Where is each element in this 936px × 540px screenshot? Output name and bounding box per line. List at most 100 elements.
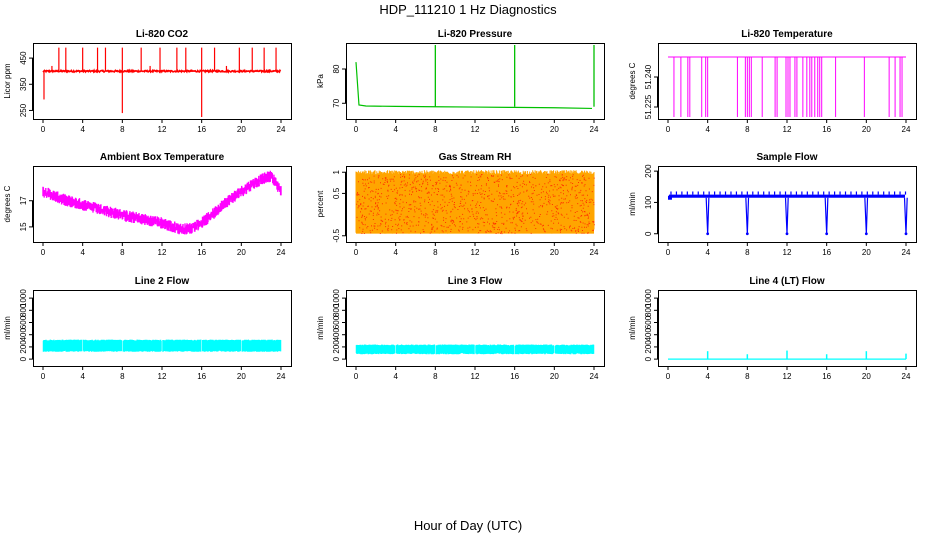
panel-title: Line 3 Flow [448,276,503,287]
x-tick-label: 8 [433,372,438,381]
figure-title: HDP_111210 1 Hz Diagnostics [379,2,557,17]
data-dip [864,197,869,234]
y-tick-label: 1000 [332,289,341,307]
panel-frame [33,43,292,120]
y-tick-label: 400 [332,327,341,341]
panel-5: Gas Stream RH percent 0 4 8 12 16 20 24 -0.5 0.5 1 [316,152,605,257]
y-tick-label: 800 [644,303,653,317]
plot-area [42,47,282,117]
data-dip [705,197,710,234]
data-series [42,170,282,235]
x-tick-label: 12 [783,372,792,381]
data-points [356,173,595,235]
y-tick-label: 0.5 [332,187,341,199]
data-point [825,232,829,236]
data-dip [903,197,908,234]
x-tick-label: 24 [277,372,286,381]
plot-area [668,56,906,117]
x-tick-label: 12 [471,248,480,257]
x-tick-label: 20 [550,125,559,134]
data-point [785,232,789,236]
data-dip [784,197,789,234]
x-tick-label: 0 [41,372,46,381]
x-tick-label: 20 [862,372,871,381]
x-tick-label: 0 [666,372,671,381]
panel-frame [346,290,605,367]
x-tick-label: 16 [822,248,831,257]
panel-frame [346,43,605,120]
panel-title: Ambient Box Temperature [100,152,225,163]
panel-2: Li-820 Pressure kPa 0 4 8 12 16 20 24 70 80 [316,29,605,134]
y-tick-label: 600 [332,315,341,329]
x-tick-label: 8 [745,125,750,134]
data-point [706,232,710,236]
x-tick-label: 8 [120,372,125,381]
y-tick-label: 200 [19,340,28,354]
panel-frame [33,290,292,367]
y-tick-label: 0 [644,356,653,361]
data-series [42,339,282,352]
x-tick-label: 20 [237,372,246,381]
y-tick-label: 800 [19,303,28,317]
plot-area [668,191,908,236]
x-tick-label: 12 [158,248,167,257]
x-tick-label: 20 [862,125,871,134]
panel-frame [33,166,292,243]
x-tick-label: 16 [510,125,519,134]
x-tick-label: 20 [550,372,559,381]
plot-area [668,350,907,360]
x-tick-label: 8 [433,248,438,257]
panel-title: Gas Stream RH [439,152,512,163]
y-tick-label: 51.240 [644,64,653,89]
x-tick-label: 20 [237,248,246,257]
plot-area [42,339,282,352]
data-point [745,232,749,236]
y-tick-label: 51.225 [644,94,653,119]
panel-frame [658,43,917,120]
y-tick-label: 600 [19,315,28,329]
x-tick-label: 12 [783,125,792,134]
x-tick-label: 4 [393,125,398,134]
x-tick-label: 20 [550,248,559,257]
x-tick-label: 8 [745,248,750,257]
y-tick-label: 0 [644,231,653,236]
plot-area [42,170,282,235]
x-tick-label: 16 [197,125,206,134]
data-series [355,344,595,355]
panel-6: Sample Flow ml/min 0 4 8 12 16 20 24 0 100 200 [628,152,917,257]
panel-title: Li-820 CO2 [136,29,189,40]
x-tick-label: 4 [705,248,710,257]
x-tick-label: 12 [471,372,480,381]
y-tick-label: 100 [644,195,653,209]
x-tick-label: 4 [705,125,710,134]
x-tick-label: 0 [354,248,359,257]
y-tick-label: 0 [332,356,341,361]
x-tick-label: 4 [705,372,710,381]
y-tick-label: 1 [332,169,341,174]
x-tick-label: 0 [666,248,671,257]
panel-1: Li-820 CO2 Licor ppm 0 4 8 12 16 20 24 250 350 450 [3,29,292,134]
y-tick-label: 600 [644,315,653,329]
x-tick-label: 16 [197,248,206,257]
plot-area [355,344,595,355]
y-tick-label: 450 [19,51,28,65]
data-series [355,62,593,110]
x-tick-label: 24 [902,372,911,381]
x-tick-label: 0 [354,372,359,381]
panel-frame [658,166,917,243]
x-tick-label: 8 [120,248,125,257]
panel-title: Sample Flow [756,152,817,163]
y-tick-label: -0.5 [332,228,341,242]
y-tick-label: 17 [19,196,28,205]
panel-4: Ambient Box Temperature degrees C 0 4 8 12 16 2… [3,152,292,257]
y-tick-label: 80 [332,64,341,73]
x-tick-label: 24 [590,372,599,381]
x-tick-label: 16 [822,125,831,134]
x-tick-label: 12 [783,248,792,257]
panel-8: Line 3 Flow ml/min 0 4 8 12 16 20 24 0 20040060080… [316,276,605,381]
panel-frame [658,290,917,367]
panel-title: Line 2 Flow [135,276,190,287]
x-tick-label: 12 [158,372,167,381]
data-point [864,232,868,236]
x-axis-label: Hour of Day (UTC) [413,518,523,533]
